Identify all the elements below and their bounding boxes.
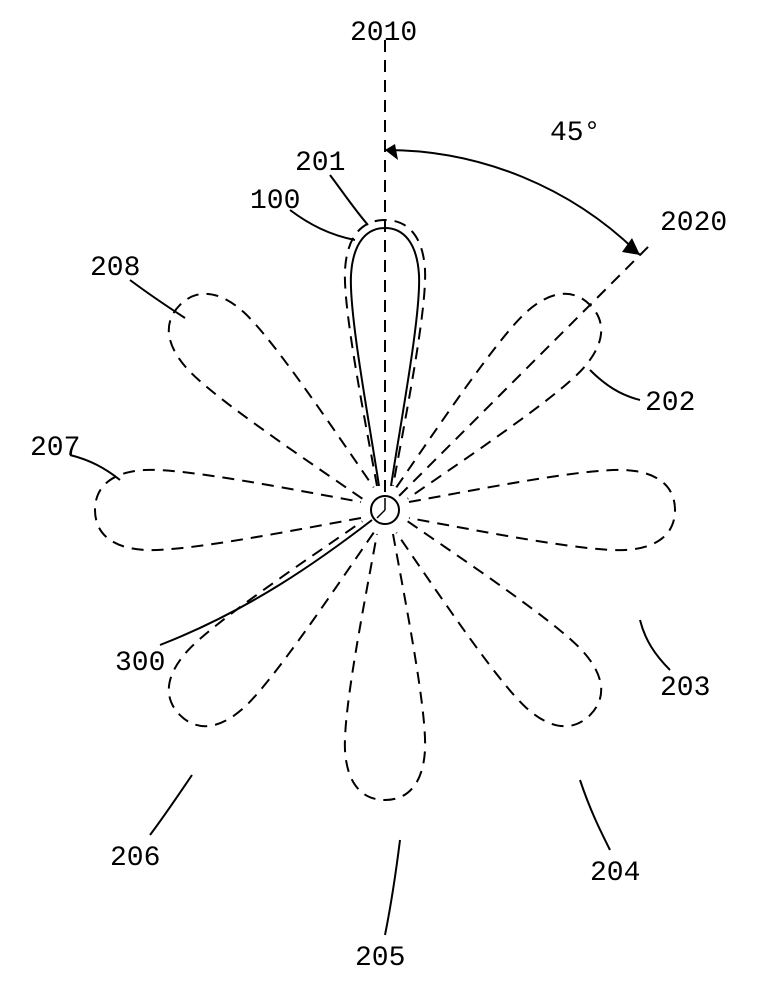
leader-206 (150, 775, 192, 835)
petal-206 (152, 499, 397, 744)
label-2010: 2010 (350, 18, 417, 49)
leader-204 (580, 780, 610, 850)
label-300: 300 (115, 648, 165, 679)
leader-202 (590, 370, 640, 400)
label-100: 100 (250, 186, 300, 217)
petal-203 (409, 470, 675, 550)
label-207: 207 (30, 433, 80, 464)
leader-208 (130, 280, 185, 318)
leader-205 (385, 840, 400, 935)
petal-208 (152, 277, 397, 522)
label-angle: 45° (550, 118, 600, 149)
petal-diagram: 2010 45° 2020 201 100 208 202 207 300 20… (0, 0, 769, 1000)
label-208: 208 (90, 253, 140, 284)
label-203: 203 (660, 673, 710, 704)
petal-204 (374, 499, 619, 744)
angle-arc (385, 144, 640, 255)
petal-207 (95, 470, 361, 550)
label-204: 204 (590, 858, 640, 889)
leader-203 (640, 620, 670, 670)
petal-202 (374, 277, 619, 522)
leader-201 (330, 175, 368, 225)
label-206: 206 (110, 843, 160, 874)
label-2020: 2020 (660, 208, 727, 239)
label-205: 205 (355, 943, 405, 974)
label-202: 202 (645, 388, 695, 419)
label-201: 201 (295, 148, 345, 179)
petal-205 (345, 534, 425, 800)
